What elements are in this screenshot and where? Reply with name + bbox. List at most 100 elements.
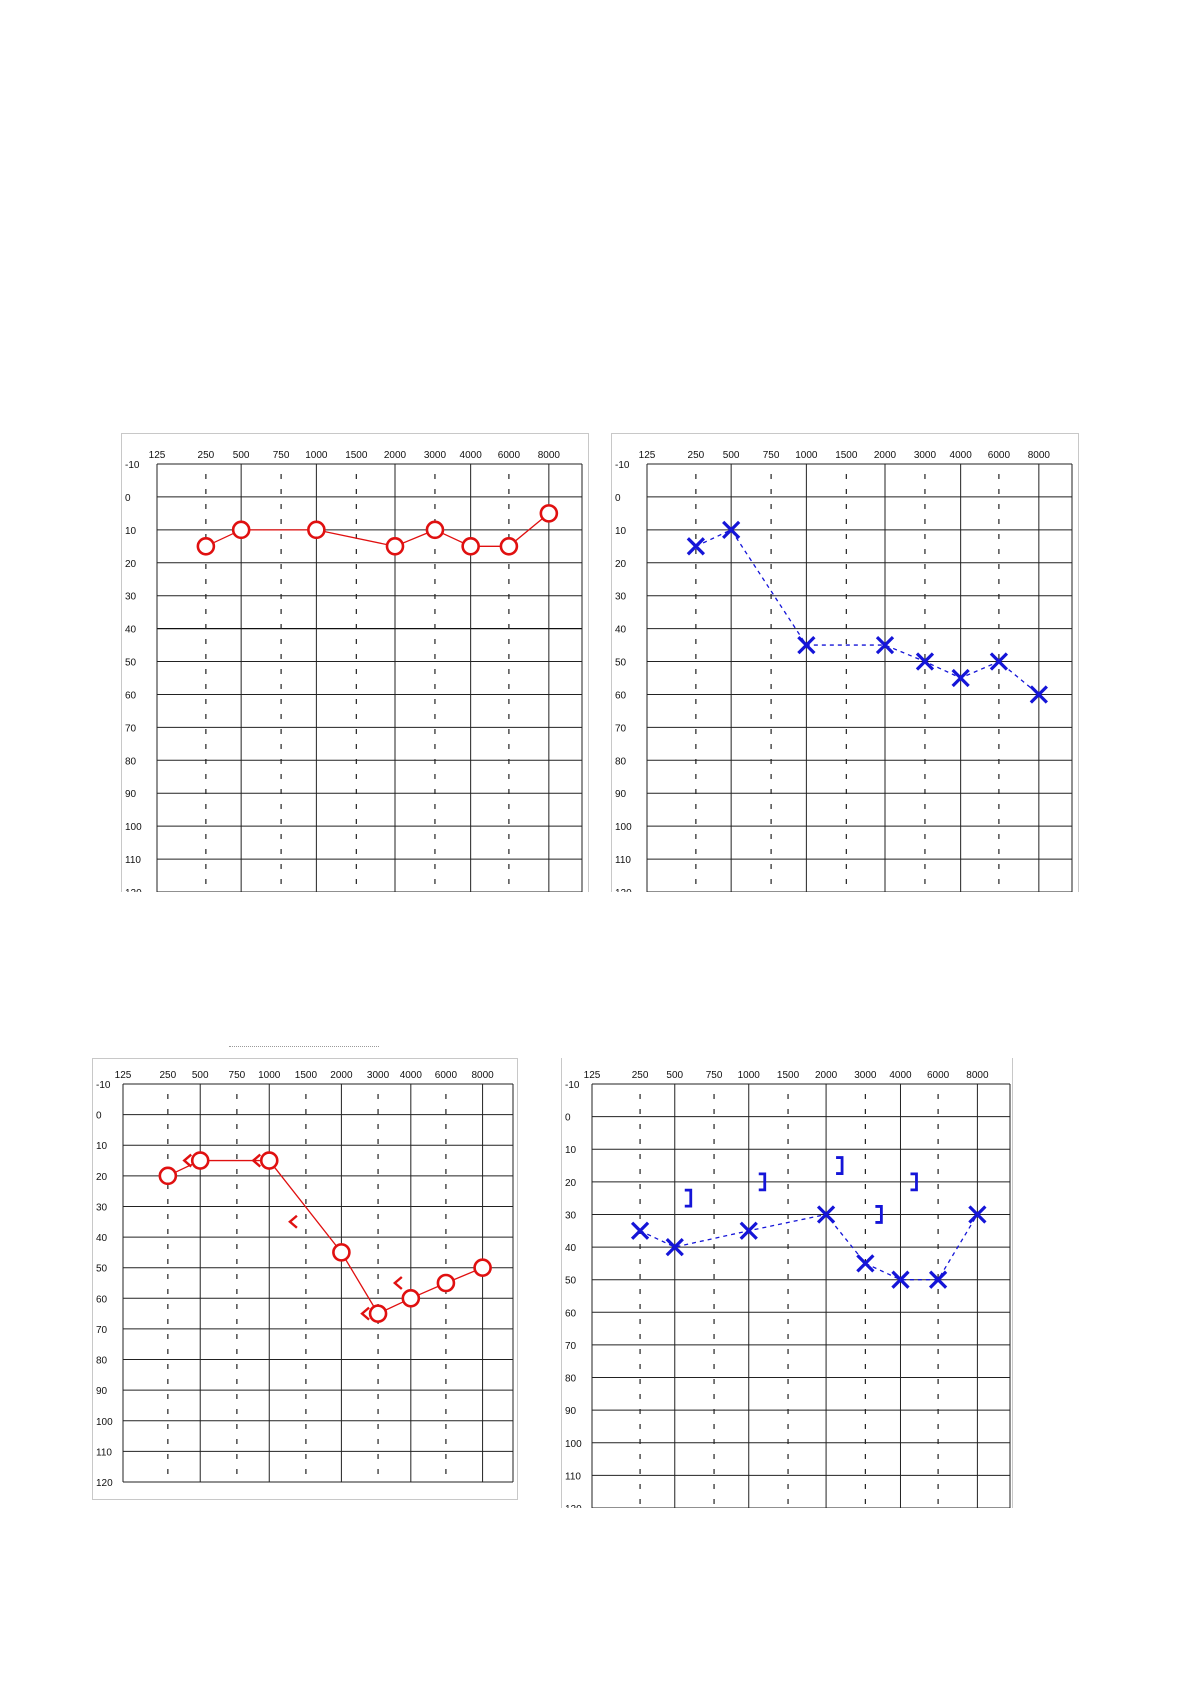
x-tick-label: 2000	[384, 450, 407, 461]
grid	[156, 463, 583, 892]
x-tick-label: 1500	[835, 450, 858, 461]
circle-marker	[473, 1258, 492, 1277]
audiogram-svg: 125 250 500 750 1000 1500 2000 3000 4000 6000 8000…	[96, 1070, 514, 1489]
bone-conduction-marker	[836, 1156, 844, 1175]
y-tick-label: 90	[615, 789, 627, 800]
audiogram-svg: 125 250 500 750 1000 1500 2000 3000 4000 6000 8000…	[565, 1070, 1011, 1508]
x-marker	[630, 1221, 650, 1240]
circle-marker	[499, 537, 519, 556]
x-tick-label: 6000	[435, 1070, 458, 1081]
bone-conduction-marker	[758, 1172, 767, 1192]
y-tick-label: 90	[565, 1406, 577, 1417]
x-tick-label: 4000	[400, 1070, 423, 1081]
audiogram-chart-1: 125 250 500 750 1000 1500 2000 3000 4000 6000 8000…	[121, 433, 589, 892]
bone-conduction-marker	[182, 1153, 193, 1168]
circle-marker	[401, 1289, 421, 1308]
x-marker	[989, 652, 1009, 671]
x-tick-label: 500	[233, 450, 250, 461]
bone-conduction-marker	[360, 1306, 370, 1321]
bone-conduction-marker	[392, 1276, 403, 1290]
y-tick-label: 30	[125, 592, 137, 603]
y-tick-label: 80	[125, 756, 137, 767]
y-tick-label: 40	[615, 625, 627, 636]
y-tick-label: -10	[125, 460, 140, 471]
audiogram-chart-2: 125 250 500 750 1000 1500 2000 3000 4000 6000 8000…	[611, 433, 1079, 892]
circle-marker	[231, 520, 251, 540]
audiogram-chart-4: 125 250 500 750 1000 1500 2000 3000 4000 6000 8000…	[561, 1058, 1013, 1508]
bone-conduction-marker	[910, 1172, 918, 1192]
y-tick-label: 120	[565, 1504, 582, 1508]
series-x	[630, 1205, 987, 1289]
x-marker	[915, 652, 935, 671]
circle-marker	[259, 1151, 279, 1170]
y-tick-label: 20	[125, 559, 137, 570]
y-tick-label: 100	[565, 1439, 582, 1450]
circle-marker	[368, 1304, 388, 1323]
x-tick-label: 3000	[914, 450, 937, 461]
y-tick-label: 0	[125, 493, 131, 504]
grid	[591, 1083, 1011, 1508]
x-marker	[1029, 685, 1048, 704]
x-tick-label: 6000	[988, 450, 1011, 461]
x-tick-label: 6000	[927, 1070, 950, 1081]
x-tick-label: 500	[666, 1070, 683, 1081]
circle-marker	[436, 1273, 456, 1293]
y-tick-label: 50	[96, 1264, 108, 1275]
series-line	[695, 529, 1040, 695]
y-tick-label: 30	[615, 592, 627, 603]
x-tick-label: 1500	[777, 1070, 800, 1081]
y-tick-label: 10	[125, 526, 137, 537]
series-circle	[196, 504, 559, 556]
x-tick-label: 500	[192, 1070, 209, 1081]
x-tick-label: 125	[149, 450, 166, 461]
y-tick-label: 60	[615, 690, 627, 701]
y-tick-label: -10	[96, 1080, 111, 1091]
x-tick-label: 750	[229, 1070, 246, 1081]
y-tick-label: 0	[565, 1113, 571, 1124]
y-tick-label: 80	[615, 756, 627, 767]
x-marker	[891, 1270, 910, 1289]
x-tick-label: 1500	[345, 450, 368, 461]
x-tick-label: 1000	[305, 450, 328, 461]
x-tick-label: 250	[160, 1070, 177, 1081]
y-tick-label: 60	[565, 1308, 577, 1319]
x-tick-label: 8000	[471, 1070, 494, 1081]
x-marker	[739, 1221, 758, 1240]
y-tick-label: 40	[96, 1233, 108, 1244]
y-tick-label: 70	[125, 723, 137, 734]
y-tick-label: -10	[565, 1080, 580, 1091]
y-tick-label: 40	[565, 1243, 577, 1254]
y-tick-label: 10	[96, 1141, 108, 1152]
grid	[646, 463, 1073, 892]
x-tick-label: 750	[763, 450, 780, 461]
x-tick-label: 750	[706, 1070, 723, 1081]
x-marker	[816, 1205, 836, 1224]
y-tick-label: 20	[615, 559, 627, 570]
bone-conduction-marker	[875, 1205, 883, 1224]
y-tick-label: 10	[565, 1145, 577, 1156]
x-tick-label: 4000	[460, 450, 483, 461]
x-marker	[722, 520, 741, 539]
y-tick-label: 20	[96, 1172, 108, 1183]
x-marker	[686, 537, 706, 556]
series-bracket-left	[182, 1153, 403, 1321]
y-tick-label: 70	[615, 723, 627, 734]
y-tick-label: 100	[96, 1417, 113, 1428]
x-tick-label: 2000	[330, 1070, 353, 1081]
circle-marker	[196, 537, 216, 556]
bone-conduction-marker	[288, 1214, 298, 1229]
x-tick-label: 125	[584, 1070, 601, 1081]
x-tick-label: 4000	[950, 450, 973, 461]
x-tick-label: 2000	[815, 1070, 838, 1081]
circle-marker	[425, 520, 445, 540]
audiogram-svg: 125 250 500 750 1000 1500 2000 3000 4000 6000 8000…	[615, 450, 1073, 892]
y-tick-label: 80	[96, 1356, 108, 1367]
y-tick-label: 50	[565, 1276, 577, 1287]
x-marker	[875, 635, 895, 655]
y-tick-label: 10	[615, 526, 627, 537]
y-tick-label: 0	[615, 493, 621, 504]
y-tick-label: 0	[96, 1111, 102, 1122]
y-tick-label: 90	[96, 1386, 108, 1397]
y-tick-label: 30	[565, 1210, 577, 1221]
x-marker	[928, 1270, 948, 1289]
